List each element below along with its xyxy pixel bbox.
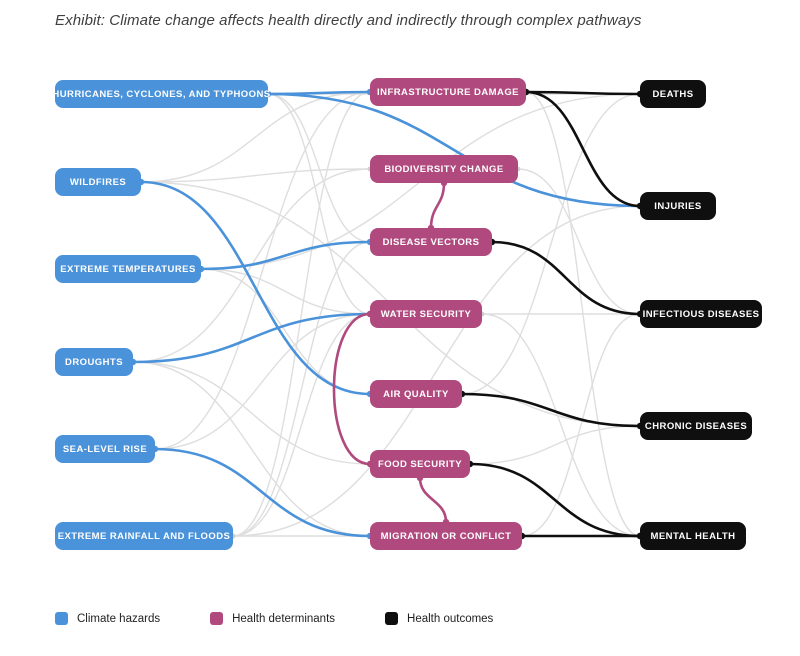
edge-droughts-migration xyxy=(132,361,371,537)
edge-food_security-chronic xyxy=(469,425,641,465)
edge-biodiversity-disease_vectors xyxy=(429,181,446,230)
legend-item-health-outcomes: Health outcomes xyxy=(385,612,493,625)
node-injuries: INJURIES xyxy=(640,192,716,220)
legend-item-climate-hazards: Climate hazards xyxy=(55,612,160,625)
edge-rainfall-infrastructure xyxy=(232,91,371,537)
legend: Climate hazards Health determinants Heal… xyxy=(55,612,493,625)
edge-hurricanes-water_security xyxy=(267,93,371,315)
node-hurricanes: HURRICANES, CYCLONES, AND TYPHOONS xyxy=(52,80,270,108)
edge-food_security-mental xyxy=(468,462,642,538)
edge-sea_level-water_security xyxy=(154,313,371,450)
edge-wildfires-infrastructure xyxy=(140,91,371,183)
edge-wildfires-air_quality xyxy=(139,180,372,396)
node-food_security: FOOD SECURITY xyxy=(370,450,470,478)
legend-label: Climate hazards xyxy=(77,612,161,625)
edge-extreme_temps-water_security xyxy=(200,268,371,315)
node-wildfires: WILDFIRES xyxy=(55,168,141,196)
edge-infrastructure-deaths xyxy=(524,90,642,96)
node-droughts: DROUGHTS xyxy=(55,348,133,376)
edge-biodiversity-infectious xyxy=(517,168,641,315)
edge-food_security-migration xyxy=(418,476,448,524)
climate-hazards-swatch-icon xyxy=(55,612,68,625)
legend-label: Health outcomes xyxy=(407,612,494,625)
node-disease_vectors: DISEASE VECTORS xyxy=(370,228,492,256)
node-infectious: INFECTIOUS DISEASES xyxy=(640,300,762,328)
node-chronic: CHRONIC DISEASES xyxy=(640,412,752,440)
node-air_quality: AIR QUALITY xyxy=(370,380,462,408)
edge-disease_vectors-infectious xyxy=(490,240,642,316)
node-extreme_temps: EXTREME TEMPERATURES xyxy=(55,255,201,283)
edge-extreme_temps-disease_vectors xyxy=(199,240,372,271)
edge-hurricanes-injuries xyxy=(266,92,642,208)
edge-rainfall-injuries xyxy=(232,205,641,537)
edge-hurricanes-disease_vectors xyxy=(267,93,371,243)
edge-air_quality-chronic xyxy=(460,392,642,428)
health-determinants-swatch-icon xyxy=(210,612,224,625)
edge-droughts-water_security xyxy=(131,312,372,364)
edge-rainfall-disease_vectors xyxy=(232,241,371,537)
health-outcomes-swatch-icon xyxy=(385,612,399,625)
node-mental: MENTAL HEALTH xyxy=(640,522,746,550)
edge-migration-infectious xyxy=(521,313,641,537)
edge-rainfall-water_security xyxy=(232,313,371,537)
node-infrastructure: INFRASTRUCTURE DAMAGE xyxy=(370,78,526,106)
node-rainfall: EXTREME RAINFALL AND FLOODS xyxy=(55,522,233,550)
edge-air_quality-deaths xyxy=(461,93,641,395)
edge-sea_level-infrastructure xyxy=(154,91,371,450)
edge-droughts-food_security xyxy=(132,361,371,465)
edge-infrastructure-mental xyxy=(525,91,641,537)
edge-water_security-food_security xyxy=(332,312,372,466)
node-migration: MIGRATION OR CONFLICT xyxy=(370,522,522,550)
legend-label: Health determinants xyxy=(232,612,336,625)
node-sea_level: SEA-LEVEL RISE xyxy=(55,435,155,463)
edge-infrastructure-injuries xyxy=(524,90,642,208)
node-water_security: WATER SECURITY xyxy=(370,300,482,328)
exhibit-title: Exhibit: Climate change affects health d… xyxy=(55,12,642,29)
legend-item-health-determinants: Health determinants xyxy=(210,612,335,625)
edge-water_security-mental xyxy=(481,313,641,537)
edge-wildfires-biodiversity xyxy=(140,168,371,183)
node-deaths: DEATHS xyxy=(640,80,706,108)
edge-sea_level-migration xyxy=(153,447,372,538)
node-biodiversity: BIODIVERSITY CHANGE xyxy=(370,155,518,183)
